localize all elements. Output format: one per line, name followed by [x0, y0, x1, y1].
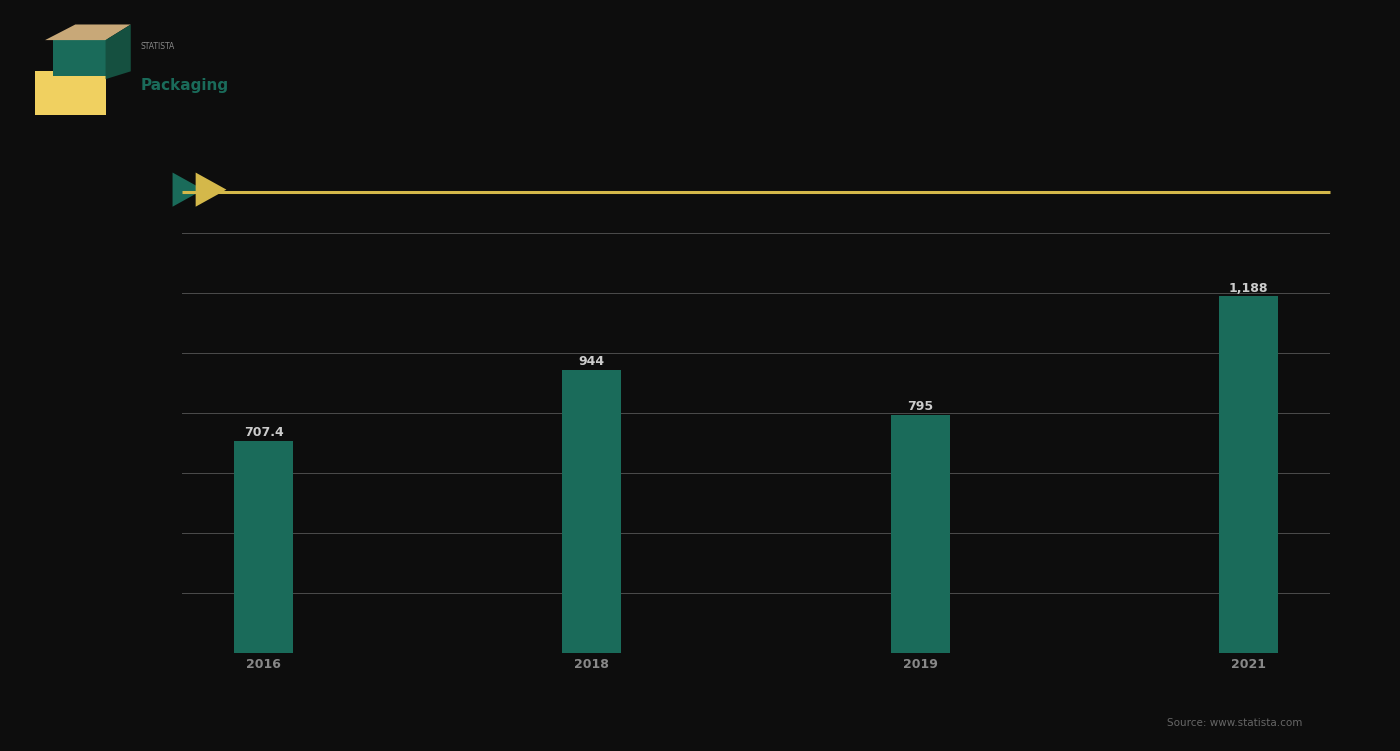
- Text: 1,188: 1,188: [1229, 282, 1268, 295]
- Text: 944: 944: [578, 355, 605, 368]
- Bar: [234, 441, 293, 653]
- Bar: [53, 37, 108, 76]
- Bar: [35, 71, 105, 115]
- Polygon shape: [45, 25, 130, 40]
- Text: 795: 795: [907, 400, 934, 413]
- Polygon shape: [172, 173, 203, 207]
- Polygon shape: [105, 25, 130, 79]
- Text: 707.4: 707.4: [244, 427, 284, 439]
- Bar: [1219, 297, 1278, 653]
- Bar: [563, 369, 622, 653]
- Polygon shape: [196, 173, 227, 207]
- Text: STATISTA: STATISTA: [141, 43, 175, 51]
- Text: Packaging: Packaging: [141, 79, 230, 93]
- Text: Source: www.statista.com: Source: www.statista.com: [1166, 719, 1302, 728]
- Bar: [890, 415, 949, 653]
